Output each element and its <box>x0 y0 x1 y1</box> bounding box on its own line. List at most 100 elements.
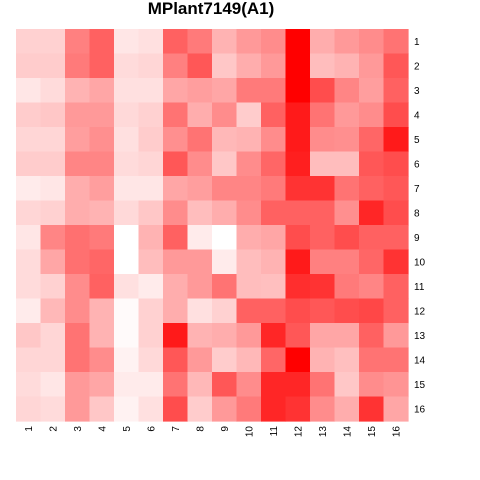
heatmap-cell-r15-c11 <box>261 372 287 398</box>
heatmap-cell-r9-c3 <box>65 225 91 251</box>
heatmap-cell-r1-c5 <box>114 29 140 55</box>
heatmap-cell-r8-c9 <box>212 200 238 226</box>
heatmap-cell-r12-c11 <box>261 298 287 324</box>
heatmap-cell-r11-c9 <box>212 274 238 300</box>
heatmap-cell-r4-c2 <box>40 102 66 128</box>
heatmap-cell-r13-c16 <box>383 323 409 349</box>
heatmap-cell-r5-c6 <box>138 127 164 153</box>
heatmap-cell-r9-c11 <box>261 225 287 251</box>
heatmap-cell-r15-c15 <box>359 372 385 398</box>
heatmap-cell-r14-c4 <box>89 347 115 373</box>
heatmap-cell-r6-c11 <box>261 151 287 177</box>
heatmap-cell-r16-c5 <box>114 396 140 422</box>
heatmap-cell-r1-c4 <box>89 29 115 55</box>
heatmap-cell-r2-c5 <box>114 53 140 79</box>
heatmap-cell-r9-c6 <box>138 225 164 251</box>
heatmap-cell-r9-c5 <box>114 225 140 251</box>
heatmap-cell-r14-c14 <box>334 347 360 373</box>
row-label: 14 <box>414 355 426 366</box>
row-label: 2 <box>414 61 420 72</box>
heatmap-cell-r7-c14 <box>334 176 360 202</box>
heatmap-cell-r8-c8 <box>187 200 213 226</box>
heatmap-cell-r2-c12 <box>285 53 311 79</box>
heatmap-cell-r14-c11 <box>261 347 287 373</box>
heatmap-cell-r10-c13 <box>310 249 336 275</box>
heatmap-cell-r13-c3 <box>65 323 91 349</box>
heatmap-cell-r16-c14 <box>334 396 360 422</box>
heatmap-cell-r2-c4 <box>89 53 115 79</box>
row-label: 16 <box>414 404 426 415</box>
column-label: 5 <box>122 426 133 432</box>
column-label: 13 <box>318 426 329 438</box>
heatmap-cell-r1-c10 <box>236 29 262 55</box>
heatmap-cell-r4-c10 <box>236 102 262 128</box>
row-label: 10 <box>414 257 426 268</box>
heatmap-cell-r1-c14 <box>334 29 360 55</box>
heatmap-cell-r5-c8 <box>187 127 213 153</box>
heatmap-cell-r15-c12 <box>285 372 311 398</box>
heatmap-cell-r5-c3 <box>65 127 91 153</box>
column-label: 7 <box>171 426 182 432</box>
heatmap-cell-r6-c2 <box>40 151 66 177</box>
heatmap-cell-r9-c13 <box>310 225 336 251</box>
heatmap-cell-r3-c6 <box>138 78 164 104</box>
heatmap-cell-r1-c11 <box>261 29 287 55</box>
row-label: 3 <box>414 86 420 97</box>
heatmap-cell-r12-c12 <box>285 298 311 324</box>
heatmap-cell-r16-c10 <box>236 396 262 422</box>
heatmap-cell-r12-c13 <box>310 298 336 324</box>
heatmap-cell-r15-c3 <box>65 372 91 398</box>
heatmap-cell-r6-c6 <box>138 151 164 177</box>
heatmap-cell-r6-c9 <box>212 151 238 177</box>
heatmap-cell-r11-c1 <box>16 274 42 300</box>
heatmap-cell-r9-c7 <box>163 225 189 251</box>
heatmap-cell-r14-c3 <box>65 347 91 373</box>
column-label: 3 <box>73 426 84 432</box>
heatmap-cell-r6-c5 <box>114 151 140 177</box>
heatmap-cell-r5-c15 <box>359 127 385 153</box>
heatmap-cell-r15-c16 <box>383 372 409 398</box>
heatmap-cell-r12-c16 <box>383 298 409 324</box>
column-label: 11 <box>269 426 280 437</box>
heatmap-cell-r10-c15 <box>359 249 385 275</box>
heatmap-cell-r3-c9 <box>212 78 238 104</box>
heatmap-cell-r10-c9 <box>212 249 238 275</box>
heatmap-cell-r15-c8 <box>187 372 213 398</box>
heatmap-cell-r12-c7 <box>163 298 189 324</box>
column-labels: 1 2 3 4 5 6 7 8 9 10 11 12 13 14 15 16 <box>24 426 403 438</box>
heatmap-cell-r11-c14 <box>334 274 360 300</box>
heatmap-cell-r2-c13 <box>310 53 336 79</box>
heatmap-cell-r4-c7 <box>163 102 189 128</box>
heatmap-cell-r11-c2 <box>40 274 66 300</box>
heatmap-cell-r7-c2 <box>40 176 66 202</box>
heatmap-cell-r15-c10 <box>236 372 262 398</box>
column-label: 12 <box>293 426 304 438</box>
heatmap-cell-r16-c9 <box>212 396 238 422</box>
heatmap-cell-r13-c6 <box>138 323 164 349</box>
row-label: 4 <box>414 110 420 121</box>
heatmap-cell-r11-c6 <box>138 274 164 300</box>
heatmap-cell-r9-c2 <box>40 225 66 251</box>
heatmap-cell-r13-c8 <box>187 323 213 349</box>
heatmap-cell-r7-c10 <box>236 176 262 202</box>
heatmap-cell-r12-c5 <box>114 298 140 324</box>
heatmap-cell-r4-c12 <box>285 102 311 128</box>
heatmap-cell-r4-c4 <box>89 102 115 128</box>
heatmap-cell-r7-c9 <box>212 176 238 202</box>
heatmap-cell-r13-c11 <box>261 323 287 349</box>
heatmap-cell-r2-c7 <box>163 53 189 79</box>
heatmap-cell-r2-c2 <box>40 53 66 79</box>
heatmap-cell-r5-c2 <box>40 127 66 153</box>
row-label: 7 <box>414 184 420 195</box>
heatmap-cell-r3-c15 <box>359 78 385 104</box>
heatmap-cell-r5-c12 <box>285 127 311 153</box>
heatmap-cell-r10-c10 <box>236 249 262 275</box>
heatmap-cell-r4-c14 <box>334 102 360 128</box>
heatmap-cell-r1-c13 <box>310 29 336 55</box>
row-label: 15 <box>414 380 426 391</box>
heatmap-cell-r14-c15 <box>359 347 385 373</box>
column-label: 10 <box>244 426 255 438</box>
heatmap-cell-r15-c14 <box>334 372 360 398</box>
